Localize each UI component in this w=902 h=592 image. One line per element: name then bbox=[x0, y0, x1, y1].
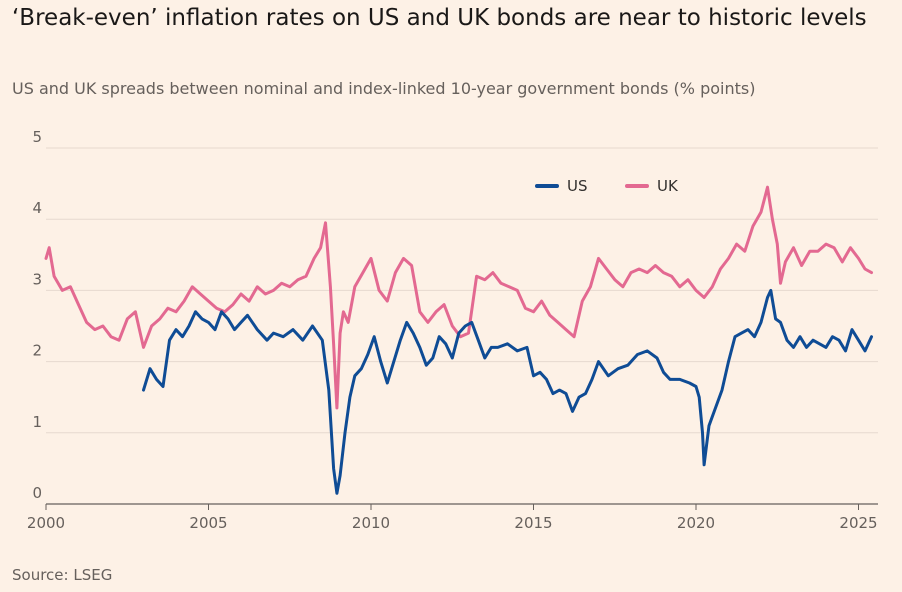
x-tick-label-2010: 2010 bbox=[352, 514, 390, 532]
x-axis-ticks: 2000 2005 2010 2015 2020 2025 bbox=[27, 504, 878, 532]
legend: US UK bbox=[535, 177, 679, 195]
gridlines bbox=[46, 147, 878, 505]
line-chart: 0 1 2 3 4 5 2000 2005 2010 2015 2020 2025 US UK bbox=[27, 128, 878, 532]
x-tick-label-2025: 2025 bbox=[839, 514, 877, 532]
x-tick-label-2015: 2015 bbox=[514, 514, 552, 532]
y-tick-label-0: 0 bbox=[32, 484, 42, 502]
y-tick-label-2: 2 bbox=[32, 342, 42, 360]
legend-label-uk: UK bbox=[657, 177, 679, 195]
y-tick-label-5: 5 bbox=[32, 128, 42, 146]
y-axis-ticks: 0 1 2 3 4 5 bbox=[32, 128, 42, 502]
x-tick-label-2000: 2000 bbox=[27, 514, 65, 532]
x-tick-label-2005: 2005 bbox=[189, 514, 227, 532]
legend-label-us: US bbox=[567, 177, 588, 195]
source-note: Source: LSEG bbox=[12, 566, 113, 584]
series-line-us bbox=[142, 288, 873, 495]
x-tick-label-2020: 2020 bbox=[677, 514, 715, 532]
series-line-uk bbox=[44, 185, 873, 410]
chart-subtitle: US and UK spreads between nominal and in… bbox=[12, 79, 756, 98]
y-tick-label-1: 1 bbox=[32, 413, 42, 431]
y-tick-label-4: 4 bbox=[32, 199, 42, 217]
y-tick-label-3: 3 bbox=[32, 270, 42, 288]
chart-title: ‘Break-even’ inflation rates on US and U… bbox=[12, 5, 867, 31]
series-lines bbox=[44, 185, 873, 495]
